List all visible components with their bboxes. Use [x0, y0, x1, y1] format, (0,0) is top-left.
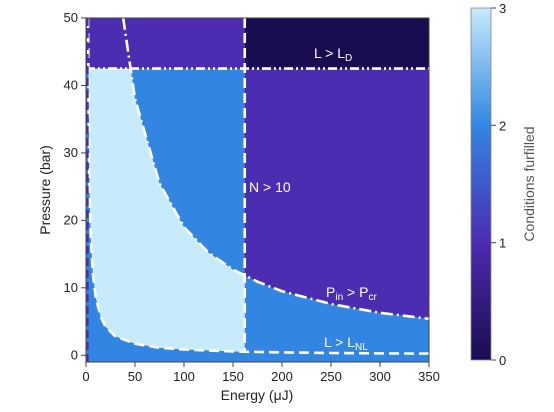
y-tick-label: 20 — [64, 212, 78, 227]
colorbar-tick-label: 0 — [499, 353, 506, 368]
x-axis-title: Energy (μJ) — [221, 387, 294, 403]
y-tick-label: 30 — [64, 145, 78, 160]
l-nl-annotation: L > LNL — [324, 334, 368, 353]
x-tick-label: 0 — [82, 369, 89, 384]
y-tick-label: 40 — [64, 77, 78, 92]
y-tick-label: 50 — [64, 10, 78, 25]
l-d-annotation: L > LD — [314, 45, 352, 64]
x-tick-label: 150 — [222, 369, 244, 384]
p-cr-annotation: Pin > Pcr — [326, 284, 377, 303]
colorbar-tick-label: 2 — [499, 118, 506, 133]
colorbar-title: Conditions furfilled — [521, 126, 537, 241]
x-tick-label: 250 — [320, 369, 342, 384]
x-tick-label: 100 — [173, 369, 195, 384]
x-tick-label: 300 — [369, 369, 391, 384]
n-annotation: N > 10 — [249, 179, 291, 195]
colorbar-tick-label: 3 — [499, 1, 506, 16]
region-top-right — [244, 18, 429, 69]
y-axis-title: Pressure (bar) — [37, 145, 53, 234]
region-right-above-pcr — [244, 68, 429, 319]
p-cr-boundary-line — [121, 17, 430, 321]
x-tick-label: 50 — [128, 369, 142, 384]
region-left-below — [88, 68, 245, 352]
plot-frame — [85, 17, 430, 363]
x-tick-label: 350 — [418, 369, 440, 384]
y-tick-label: 10 — [64, 280, 78, 295]
l-nl-boundary-line — [86, 17, 430, 355]
y-tick-label: 0 — [71, 347, 78, 362]
colorbar — [470, 7, 492, 361]
x-tick-label: 200 — [271, 369, 293, 384]
colorbar-tick-label: 1 — [499, 236, 506, 251]
region-top-left — [86, 18, 245, 69]
